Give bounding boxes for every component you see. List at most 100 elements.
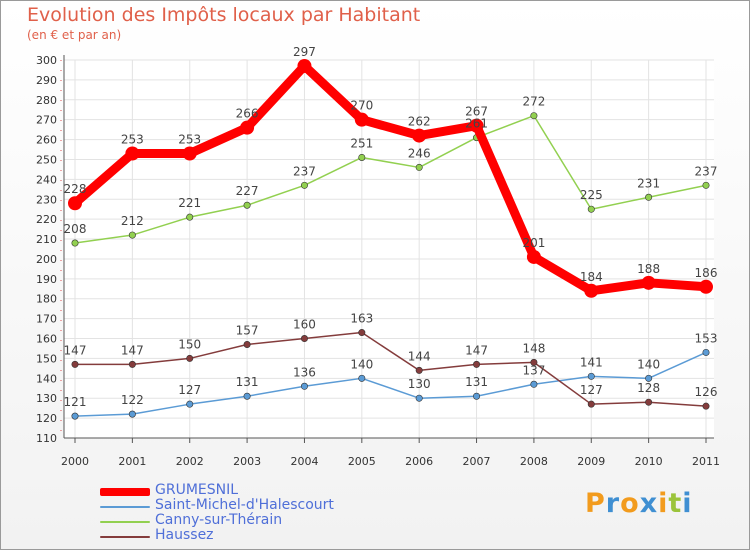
data-label: 140 (350, 357, 373, 371)
y-tick-label: 250 (36, 153, 57, 166)
data-label: 270 (350, 99, 373, 113)
logo-letter: P (585, 488, 606, 519)
y-tick-label: 120 (36, 412, 57, 425)
data-label: 131 (236, 375, 259, 389)
data-label: 253 (121, 133, 144, 147)
data-point (71, 412, 79, 420)
logo-letter: i (682, 488, 693, 519)
data-point (182, 146, 197, 161)
series-line-haussez (74, 331, 707, 407)
data-label: 221 (178, 196, 201, 210)
data-point (641, 275, 656, 290)
data-label: 160 (293, 318, 316, 332)
logo-letter: i (658, 488, 669, 519)
data-point (415, 163, 423, 171)
data-label: 225 (580, 188, 603, 202)
data-point (300, 335, 308, 343)
data-point (128, 360, 136, 368)
data-label: 163 (350, 312, 373, 326)
data-label: 261 (465, 117, 488, 131)
y-tick-label: 110 (36, 432, 57, 445)
series-line-saint-michel-d-halescourt (74, 351, 707, 417)
data-label: 140 (637, 357, 660, 371)
data-label: 184 (580, 270, 603, 284)
data-label: 126 (695, 385, 718, 399)
data-label: 227 (236, 184, 259, 198)
data-point (702, 402, 710, 410)
data-point (645, 398, 653, 406)
y-tick-label: 160 (36, 333, 57, 346)
y-tick-label: 280 (36, 94, 57, 107)
data-label: 127 (178, 383, 201, 397)
data-point (473, 360, 481, 368)
y-tick-label: 220 (36, 213, 57, 226)
data-point (243, 340, 251, 348)
data-label: 208 (64, 222, 87, 236)
legend-label: GRUMESNIL (155, 482, 239, 498)
data-label: 153 (695, 331, 718, 345)
y-tick-label: 230 (36, 193, 57, 206)
y-tick-label: 200 (36, 253, 57, 266)
data-point (415, 366, 423, 374)
data-point (128, 231, 136, 239)
x-tick-label: 2009 (577, 455, 605, 468)
data-label: 228 (64, 182, 87, 196)
data-point (645, 193, 653, 201)
data-label: 262 (408, 115, 431, 129)
x-tick-label: 2006 (405, 455, 433, 468)
data-point (125, 146, 140, 161)
data-label: 212 (121, 214, 144, 228)
legend-swatch (100, 536, 150, 538)
data-label: 297 (293, 45, 316, 59)
data-point (412, 128, 427, 143)
data-point (186, 354, 194, 362)
data-point (702, 181, 710, 189)
data-point (526, 249, 541, 264)
data-label: 130 (408, 377, 431, 391)
y-tick-label: 300 (36, 54, 57, 67)
data-point (297, 58, 312, 73)
data-point (354, 112, 369, 127)
data-label: 267 (465, 105, 488, 119)
x-tick-label: 2005 (348, 455, 376, 468)
data-label: 237 (293, 164, 316, 178)
data-point (128, 410, 136, 418)
chart-subtitle: (en € et par an) (27, 28, 122, 42)
legend-swatch (100, 488, 150, 496)
data-point (186, 400, 194, 408)
y-tick-label: 240 (36, 173, 57, 186)
data-point (68, 196, 82, 211)
series-line-canny-sur-th-rain (74, 114, 707, 244)
data-point (587, 400, 595, 408)
data-label: 147 (64, 343, 87, 357)
data-label: 246 (408, 146, 431, 160)
data-label: 122 (121, 393, 144, 407)
data-label: 150 (178, 337, 201, 351)
series-line-grumesnil (70, 61, 711, 296)
data-point (300, 181, 308, 189)
x-tick-label: 2003 (233, 455, 261, 468)
data-point (71, 360, 79, 368)
x-tick-label: 2004 (290, 455, 318, 468)
x-tick-label: 2008 (520, 455, 548, 468)
data-point (645, 374, 653, 382)
data-point (587, 372, 595, 380)
data-point (702, 348, 710, 356)
data-label: 148 (522, 341, 545, 355)
data-label: 266 (236, 107, 259, 121)
data-point (699, 279, 713, 294)
x-tick-label: 2002 (176, 455, 204, 468)
data-label: 157 (236, 323, 259, 337)
data-label: 272 (522, 95, 545, 109)
x-tick-label: 2000 (61, 455, 89, 468)
data-point (358, 329, 366, 337)
y-tick-label: 190 (36, 273, 57, 286)
data-label: 188 (637, 262, 660, 276)
data-point (530, 380, 538, 388)
data-point (243, 201, 251, 209)
legend-label: Saint-Michel-d'Halescourt (155, 497, 334, 513)
data-label: 137 (522, 363, 545, 377)
data-point (473, 392, 481, 400)
data-point (300, 382, 308, 390)
